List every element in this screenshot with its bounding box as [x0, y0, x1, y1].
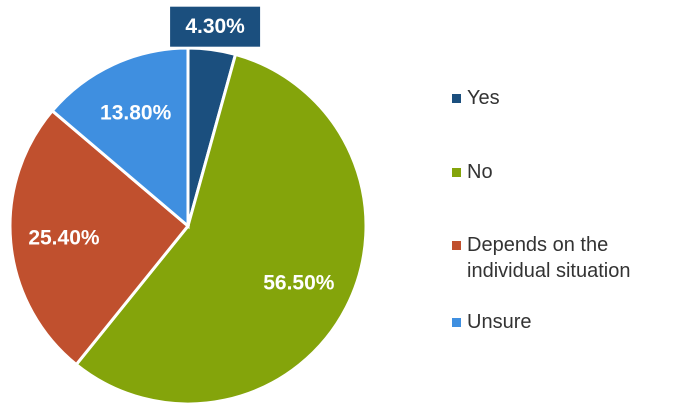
legend-item: Depends on the individual situation — [452, 232, 677, 284]
legend-swatch — [452, 241, 461, 250]
legend-swatch — [452, 94, 461, 103]
pie-slice — [8, 108, 191, 367]
legend-swatch — [452, 318, 461, 327]
legend-label: Unsure — [467, 311, 532, 333]
legend-label: Depends on the individual situation — [467, 234, 631, 282]
data-label: 25.40% — [28, 226, 100, 249]
legend-label: No — [467, 161, 493, 183]
legend-item: Unsure — [452, 309, 677, 335]
data-label: 4.30% — [185, 15, 245, 38]
pie-slice — [50, 46, 190, 230]
legend-item: Yes — [452, 85, 677, 111]
legend-label: Yes — [467, 87, 500, 109]
pie-slice — [74, 52, 368, 403]
legend-item: No — [452, 159, 677, 185]
legend-swatch — [452, 168, 461, 177]
data-label-box — [170, 6, 261, 47]
data-label: 56.50% — [263, 271, 335, 294]
data-label: 13.80% — [100, 101, 172, 124]
pie-area: 4.30% 56.50% 25.40% 13.80% — [8, 6, 368, 403]
